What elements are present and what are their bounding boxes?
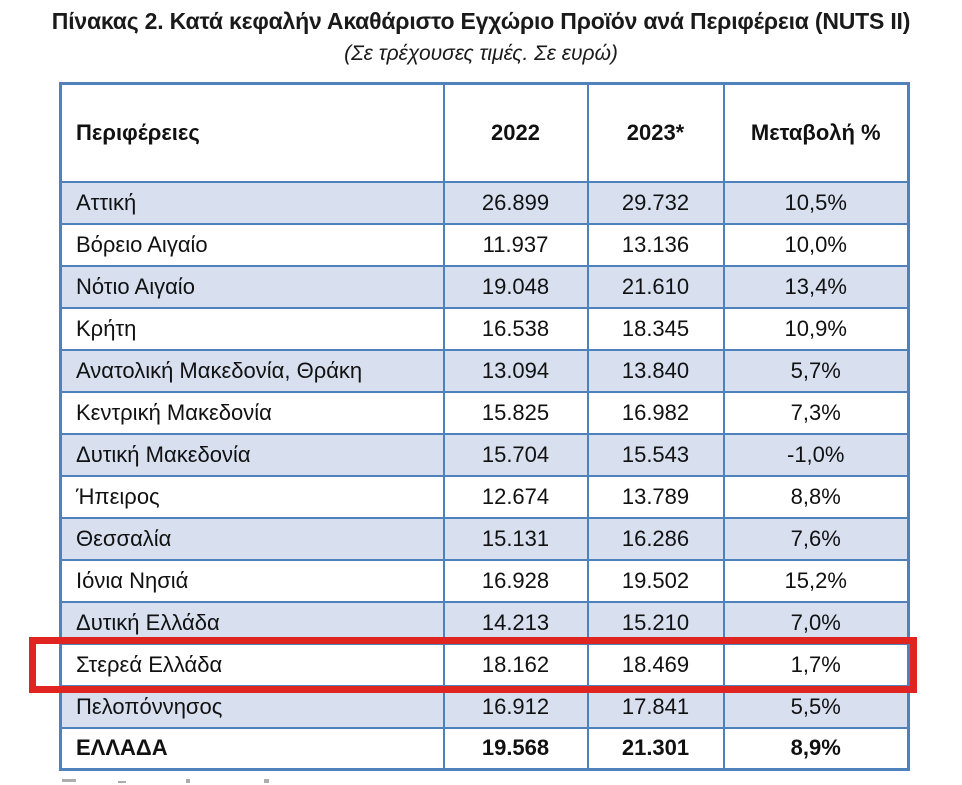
footnote-fragment xyxy=(118,781,126,783)
change-cell: 10,0% xyxy=(722,222,910,267)
region-cell: Κεντρική Μακεδονία xyxy=(59,390,445,435)
value-2023-cell: 29.732 xyxy=(586,180,725,225)
table-row: Στερεά Ελλάδα 18.162 18.469 1,7% xyxy=(59,642,910,687)
change-cell: -1,0% xyxy=(722,432,910,477)
table-row: Κρήτη 16.538 18.345 10,9% xyxy=(59,306,910,351)
change-cell: 13,4% xyxy=(722,264,910,309)
header-row: Περιφέρειες 2022 2023* Μεταβολή % xyxy=(59,82,910,183)
total-value-2022-cell: 19.568 xyxy=(442,726,589,771)
value-2023-cell: 21.610 xyxy=(586,264,725,309)
value-2022-cell: 18.162 xyxy=(442,642,589,687)
table-row: Αττική 26.899 29.732 10,5% xyxy=(59,180,910,225)
table-body: Αττική 26.899 29.732 10,5% Βόρειο Αιγαίο 11.9… xyxy=(59,180,910,771)
value-2023-cell: 13.840 xyxy=(586,348,725,393)
footnote-fragment xyxy=(186,779,190,783)
header-cell-col-2023: 2023* xyxy=(586,82,725,183)
change-cell: 5,7% xyxy=(722,348,910,393)
change-cell: 7,6% xyxy=(722,516,910,561)
region-cell: Κρήτη xyxy=(59,306,445,351)
value-2022-cell: 16.538 xyxy=(442,306,589,351)
region-cell: Θεσσαλία xyxy=(59,516,445,561)
cropped-footnote-fragments xyxy=(60,779,660,785)
table-title: Πίνακας 2. Κατά κεφαλήν Ακαθάριστο Εγχώρ… xyxy=(51,8,911,34)
table-subtitle: (Σε τρέχουσες τιμές. Σε ευρώ) xyxy=(344,42,618,65)
value-2023-cell: 18.345 xyxy=(586,306,725,351)
total-change-cell: 8,9% xyxy=(722,726,910,771)
regions-table: Περιφέρειες 2022 2023* Μεταβολή % Αττική 26.… xyxy=(59,82,910,771)
region-cell: Δυτική Ελλάδα xyxy=(59,600,445,645)
value-2022-cell: 19.048 xyxy=(442,264,589,309)
value-2023-cell: 15.543 xyxy=(586,432,725,477)
value-2022-cell: 14.213 xyxy=(442,600,589,645)
total-region-cell: ΕΛΛΑΔΑ xyxy=(59,726,445,771)
footnote-fragment xyxy=(264,779,269,783)
value-2022-cell: 26.899 xyxy=(442,180,589,225)
value-2023-cell: 17.841 xyxy=(586,684,725,729)
table-row: Δυτική Μακεδονία 15.704 15.543 -1,0% xyxy=(59,432,910,477)
change-cell: 7,0% xyxy=(722,600,910,645)
table-row: Κεντρική Μακεδονία 15.825 16.982 7,3% xyxy=(59,390,910,435)
value-2022-cell: 16.928 xyxy=(442,558,589,603)
value-2022-cell: 13.094 xyxy=(442,348,589,393)
region-cell: Πελοπόννησος xyxy=(59,684,445,729)
region-cell: Βόρειο Αιγαίο xyxy=(59,222,445,267)
change-cell: 10,9% xyxy=(722,306,910,351)
value-2023-cell: 19.502 xyxy=(586,558,725,603)
table-row: Δυτική Ελλάδα 14.213 15.210 7,0% xyxy=(59,600,910,645)
table-row: Ήπειρος 12.674 13.789 8,8% xyxy=(59,474,910,519)
region-cell: Δυτική Μακεδονία xyxy=(59,432,445,477)
regions-table-wrap: Περιφέρειες 2022 2023* Μεταβολή % Αττική 26.… xyxy=(59,82,910,771)
total-row: ΕΛΛΑΔΑ 19.568 21.301 8,9% xyxy=(59,726,910,771)
value-2023-cell: 13.136 xyxy=(586,222,725,267)
change-cell: 7,3% xyxy=(722,390,910,435)
value-2023-cell: 16.982 xyxy=(586,390,725,435)
value-2023-cell: 18.469 xyxy=(586,642,725,687)
change-cell: 5,5% xyxy=(722,684,910,729)
table-row: Νότιο Αιγαίο 19.048 21.610 13,4% xyxy=(59,264,910,309)
value-2023-cell: 16.286 xyxy=(586,516,725,561)
change-cell: 10,5% xyxy=(722,180,910,225)
table-row: Βόρειο Αιγαίο 11.937 13.136 10,0% xyxy=(59,222,910,267)
value-2022-cell: 12.674 xyxy=(442,474,589,519)
table-row: Θεσσαλία 15.131 16.286 7,6% xyxy=(59,516,910,561)
region-cell: Ανατολική Μακεδονία, Θράκη xyxy=(59,348,445,393)
region-cell: Στερεά Ελλάδα xyxy=(59,642,445,687)
table-row: Ανατολική Μακεδονία, Θράκη 13.094 13.840 5,… xyxy=(59,348,910,393)
region-cell: Ιόνια Νησιά xyxy=(59,558,445,603)
header-cell-col-2022: 2022 xyxy=(442,82,589,183)
table-row: Πελοπόννησος 16.912 17.841 5,5% xyxy=(59,684,910,729)
value-2022-cell: 15.704 xyxy=(442,432,589,477)
region-cell: Αττική xyxy=(59,180,445,225)
table-header: Περιφέρειες 2022 2023* Μεταβολή % xyxy=(59,82,910,183)
value-2022-cell: 11.937 xyxy=(442,222,589,267)
footnote-fragment xyxy=(62,779,76,782)
change-cell: 1,7% xyxy=(722,642,910,687)
value-2022-cell: 16.912 xyxy=(442,684,589,729)
total-value-2023-cell: 21.301 xyxy=(586,726,725,771)
region-cell: Ήπειρος xyxy=(59,474,445,519)
value-2023-cell: 13.789 xyxy=(586,474,725,519)
region-cell: Νότιο Αιγαίο xyxy=(59,264,445,309)
value-2023-cell: 15.210 xyxy=(586,600,725,645)
value-2022-cell: 15.825 xyxy=(442,390,589,435)
header-cell-col-change: Μεταβολή % xyxy=(722,82,910,183)
change-cell: 8,8% xyxy=(722,474,910,519)
table-row: Ιόνια Νησιά 16.928 19.502 15,2% xyxy=(59,558,910,603)
value-2022-cell: 15.131 xyxy=(442,516,589,561)
change-cell: 15,2% xyxy=(722,558,910,603)
header-cell-col-region: Περιφέρειες xyxy=(59,82,445,183)
